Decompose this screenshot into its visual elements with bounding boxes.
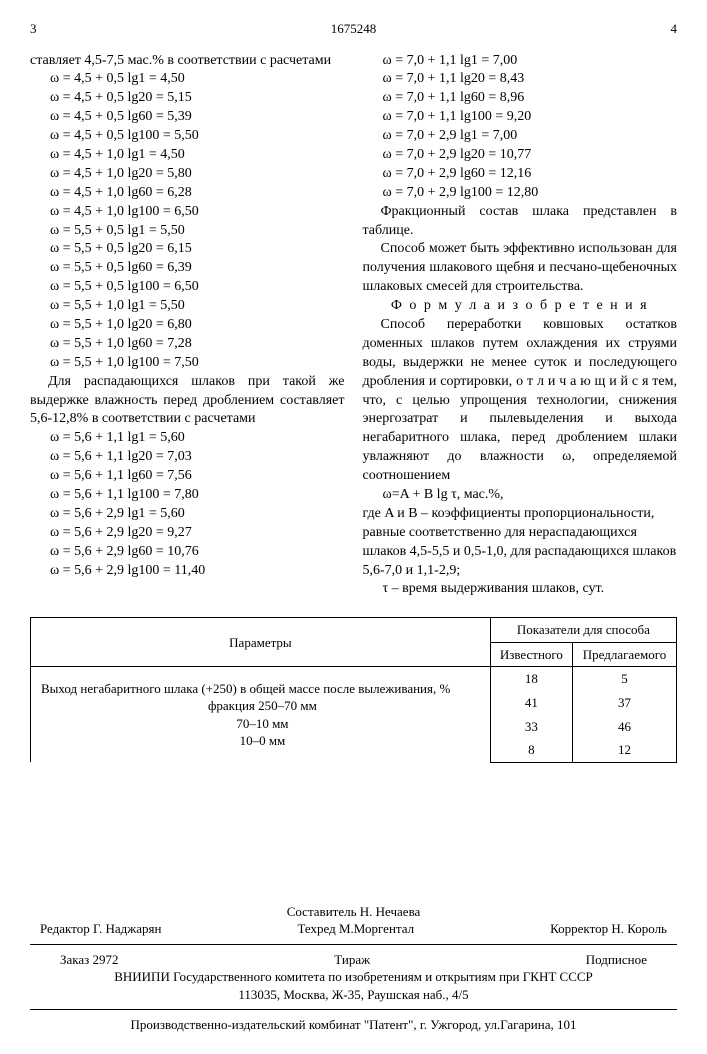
table-header-params: Параметры xyxy=(31,618,491,667)
left-mid-para: Для распадающихся шлаков при такой же вы… xyxy=(30,373,345,430)
divider-1 xyxy=(30,944,677,945)
equation-line: ω = 5,5 + 0,5 lg60 = 6,39 xyxy=(50,259,345,278)
equation-line: ω = 5,5 + 1,0 lg100 = 7,50 xyxy=(50,354,345,373)
page-header: 3 1675248 4 xyxy=(30,20,677,38)
equation-line: ω = 4,5 + 0,5 lg100 = 5,50 xyxy=(50,127,345,146)
equation-block-2: ω = 5,6 + 1,1 lg1 = 5,60ω = 5,6 + 1,1 lg… xyxy=(30,429,345,580)
formula: ω=A + B lg τ, мас.%, xyxy=(383,486,678,505)
equation-line: ω = 5,6 + 1,1 lg20 = 7,03 xyxy=(50,448,345,467)
table-row: Выход негабаритного шлака (+250) в общей… xyxy=(31,667,677,691)
value-known: 33 xyxy=(490,715,572,739)
equation-line: ω = 7,0 + 1,1 lg1 = 7,00 xyxy=(383,52,678,71)
equation-line: ω = 5,6 + 2,9 lg20 = 9,27 xyxy=(50,524,345,543)
techred: Техред М.Моргентал xyxy=(297,920,414,938)
patent-number: 1675248 xyxy=(150,20,557,38)
value-known: 41 xyxy=(490,691,572,715)
value-proposed: 5 xyxy=(572,667,676,691)
equation-line: ω = 4,5 + 1,0 lg60 = 6,28 xyxy=(50,184,345,203)
equation-line: ω = 7,0 + 2,9 lg20 = 10,77 xyxy=(383,146,678,165)
equation-line: ω = 5,5 + 0,5 lg1 = 5,50 xyxy=(50,222,345,241)
equation-line: ω = 5,6 + 1,1 lg1 = 5,60 xyxy=(50,429,345,448)
equation-line: ω = 5,5 + 1,0 lg20 = 6,80 xyxy=(50,316,345,335)
table-header-known: Известного xyxy=(490,642,572,667)
equation-block-right: ω = 7,0 + 1,1 lg1 = 7,00ω = 7,0 + 1,1 lg… xyxy=(363,52,678,203)
printer: Производственно-издательский комбинат "П… xyxy=(30,1016,677,1034)
right-para-3: Способ переработки ковшовых остатков дом… xyxy=(363,316,678,486)
equation-line: ω = 5,5 + 1,0 lg60 = 7,28 xyxy=(50,335,345,354)
left-column: ставляет 4,5-7,5 мас.% в соответствии с … xyxy=(30,52,345,600)
right-para-1: Фракционный состав шлака представлен в т… xyxy=(363,203,678,241)
two-column-body: ставляет 4,5-7,5 мас.% в соответствии с … xyxy=(30,52,677,600)
equation-line: ω = 4,5 + 0,5 lg20 = 5,15 xyxy=(50,89,345,108)
value-known: 8 xyxy=(490,738,572,762)
editor: Редактор Г. Наджарян xyxy=(40,920,161,938)
divider-2 xyxy=(30,1009,677,1010)
equation-line: ω = 5,6 + 2,9 lg60 = 10,76 xyxy=(50,543,345,562)
equation-line: ω = 4,5 + 0,5 lg1 = 4,50 xyxy=(50,70,345,89)
equation-line: ω = 5,5 + 1,0 lg1 = 5,50 xyxy=(50,297,345,316)
page-number-left: 3 xyxy=(30,20,150,38)
equation-line: ω = 4,5 + 1,0 lg1 = 4,50 xyxy=(50,146,345,165)
equation-line: ω = 7,0 + 1,1 lg60 = 8,96 xyxy=(383,89,678,108)
left-intro: ставляет 4,5-7,5 мас.% в соответствии с … xyxy=(30,52,345,71)
equation-line: ω = 5,6 + 1,1 lg60 = 7,56 xyxy=(50,467,345,486)
equation-line: ω = 4,5 + 1,0 lg20 = 5,80 xyxy=(50,165,345,184)
equation-line: ω = 7,0 + 1,1 lg100 = 9,20 xyxy=(383,108,678,127)
value-proposed: 12 xyxy=(572,738,676,762)
equation-line: ω = 5,5 + 0,5 lg100 = 6,50 xyxy=(50,278,345,297)
equation-block-1: ω = 4,5 + 0,5 lg1 = 4,50ω = 4,5 + 0,5 lg… xyxy=(30,70,345,372)
value-proposed: 37 xyxy=(572,691,676,715)
params-cell: Выход негабаритного шлака (+250) в общей… xyxy=(31,667,491,762)
compiler: Составитель Н. Нечаева xyxy=(30,903,677,921)
corrector: Корректор Н. Король xyxy=(550,920,667,938)
results-table: Параметры Показатели для способа Известн… xyxy=(30,617,677,762)
value-proposed: 46 xyxy=(572,715,676,739)
circulation: Тираж xyxy=(334,951,370,969)
right-para-5: τ – время выдерживания шлаков, сут. xyxy=(383,580,678,599)
equation-line: ω = 7,0 + 2,9 lg1 = 7,00 xyxy=(383,127,678,146)
claims-title: Ф о р м у л а и з о б р е т е н и я xyxy=(363,297,678,316)
equation-line: ω = 7,0 + 2,9 lg100 = 12,80 xyxy=(383,184,678,203)
equation-line: ω = 4,5 + 1,0 lg100 = 6,50 xyxy=(50,203,345,222)
subscription: Подписное xyxy=(586,951,647,969)
page-number-right: 4 xyxy=(557,20,677,38)
equation-line: ω = 7,0 + 1,1 lg20 = 8,43 xyxy=(383,70,678,89)
order: Заказ 2972 xyxy=(60,951,119,969)
table-header-results: Показатели для способа xyxy=(490,618,676,643)
equation-line: ω = 7,0 + 2,9 lg60 = 12,16 xyxy=(383,165,678,184)
address: 113035, Москва, Ж-35, Раушская наб., 4/5 xyxy=(30,986,677,1004)
credits-row: Редактор Г. Наджарян Техред М.Моргентал … xyxy=(30,920,677,938)
order-row: Заказ 2972 Тираж Подписное xyxy=(30,951,677,969)
equation-line: ω = 5,5 + 0,5 lg20 = 6,15 xyxy=(50,240,345,259)
right-para-4: где A и B – коэффициенты пропорционально… xyxy=(363,505,678,581)
table-body: Выход негабаритного шлака (+250) в общей… xyxy=(31,667,677,762)
table-header-proposed: Предлагаемого xyxy=(572,642,676,667)
equation-line: ω = 5,6 + 1,1 lg100 = 7,80 xyxy=(50,486,345,505)
equation-line: ω = 5,6 + 2,9 lg1 = 5,60 xyxy=(50,505,345,524)
org: ВНИИПИ Государственного комитета по изоб… xyxy=(30,968,677,986)
footer-block: Составитель Н. Нечаева Редактор Г. Наджа… xyxy=(30,903,677,1034)
value-known: 18 xyxy=(490,667,572,691)
equation-line: ω = 5,6 + 2,9 lg100 = 11,40 xyxy=(50,562,345,581)
equation-line: ω = 4,5 + 0,5 lg60 = 5,39 xyxy=(50,108,345,127)
right-column: ω = 7,0 + 1,1 lg1 = 7,00ω = 7,0 + 1,1 lg… xyxy=(363,52,678,600)
right-para-2: Способ может быть эффективно использован… xyxy=(363,240,678,297)
